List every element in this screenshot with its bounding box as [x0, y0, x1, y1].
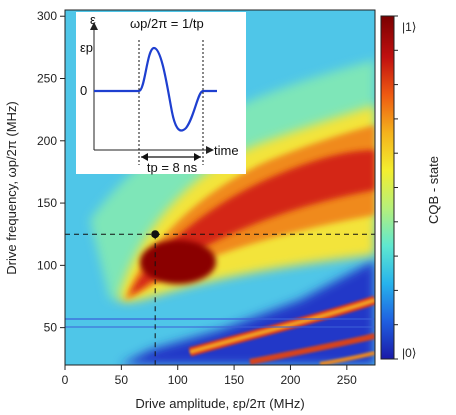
- x-tick-label: 0: [62, 373, 69, 387]
- y-axis-ticks: 50 100 150 200 250 300: [37, 9, 65, 335]
- inset-title: ωp/2π = 1/tp: [130, 16, 204, 31]
- x-tick-label: 150: [224, 373, 244, 387]
- inset-duration-label: tp = 8 ns: [147, 160, 198, 175]
- resonance-lobe-red: [130, 150, 375, 295]
- x-axis-ticks: 0 50 100 150 200 250: [62, 365, 357, 387]
- artifact-band: [65, 318, 375, 320]
- x-tick-label: 200: [280, 373, 300, 387]
- inset-zero-label: 0: [80, 83, 87, 98]
- y-tick-label: 50: [44, 321, 58, 335]
- pulse-inset: ωp/2π = 1/tp ε εp 0 time tp = 8 ns: [76, 12, 246, 175]
- colorbar-top-label: |1⟩: [402, 20, 416, 34]
- colorbar-title: CQB - state: [426, 156, 441, 224]
- inset-x-arrow: [206, 146, 214, 154]
- colorbar-bottom-label: |0⟩: [402, 346, 416, 360]
- tertiary-resonance-stripe: [249, 333, 375, 365]
- colorbar-gradient: [380, 15, 395, 360]
- x-tick-label: 250: [337, 373, 357, 387]
- inset-y-label: εp: [80, 40, 93, 55]
- inset-pulse-curve: [94, 46, 217, 132]
- x-tick-label: 50: [115, 373, 129, 387]
- y-axis-title: Drive frequency, ωp/2π (MHz): [4, 101, 19, 274]
- y-tick-label: 200: [37, 134, 57, 148]
- inset-y-arrow: [90, 22, 98, 30]
- inset-y-symbol: ε: [90, 12, 96, 27]
- inset-background: [76, 12, 246, 174]
- colorbar-ticks: [394, 15, 398, 360]
- y-tick-label: 250: [37, 72, 57, 86]
- colorbar: |1⟩ |0⟩ CQB - state: [380, 15, 441, 360]
- x-axis-title: Drive amplitude, εp/2π (MHz): [135, 396, 304, 411]
- y-tick-label: 300: [37, 9, 57, 23]
- quaternary-resonance-stripe: [319, 351, 375, 365]
- y-tick-label: 100: [37, 258, 57, 272]
- low-state-region: [120, 260, 375, 365]
- inset-x-label: time: [214, 143, 239, 158]
- operating-point-marker: [151, 230, 160, 239]
- x-tick-label: 100: [168, 373, 188, 387]
- artifact-band: [65, 326, 375, 328]
- plot-frame: [64, 9, 376, 366]
- resonance-core: [140, 240, 216, 284]
- inset-duration-arrow-left: [141, 153, 148, 161]
- y-tick-label: 150: [37, 196, 57, 210]
- inset-duration-arrow-right: [194, 153, 201, 161]
